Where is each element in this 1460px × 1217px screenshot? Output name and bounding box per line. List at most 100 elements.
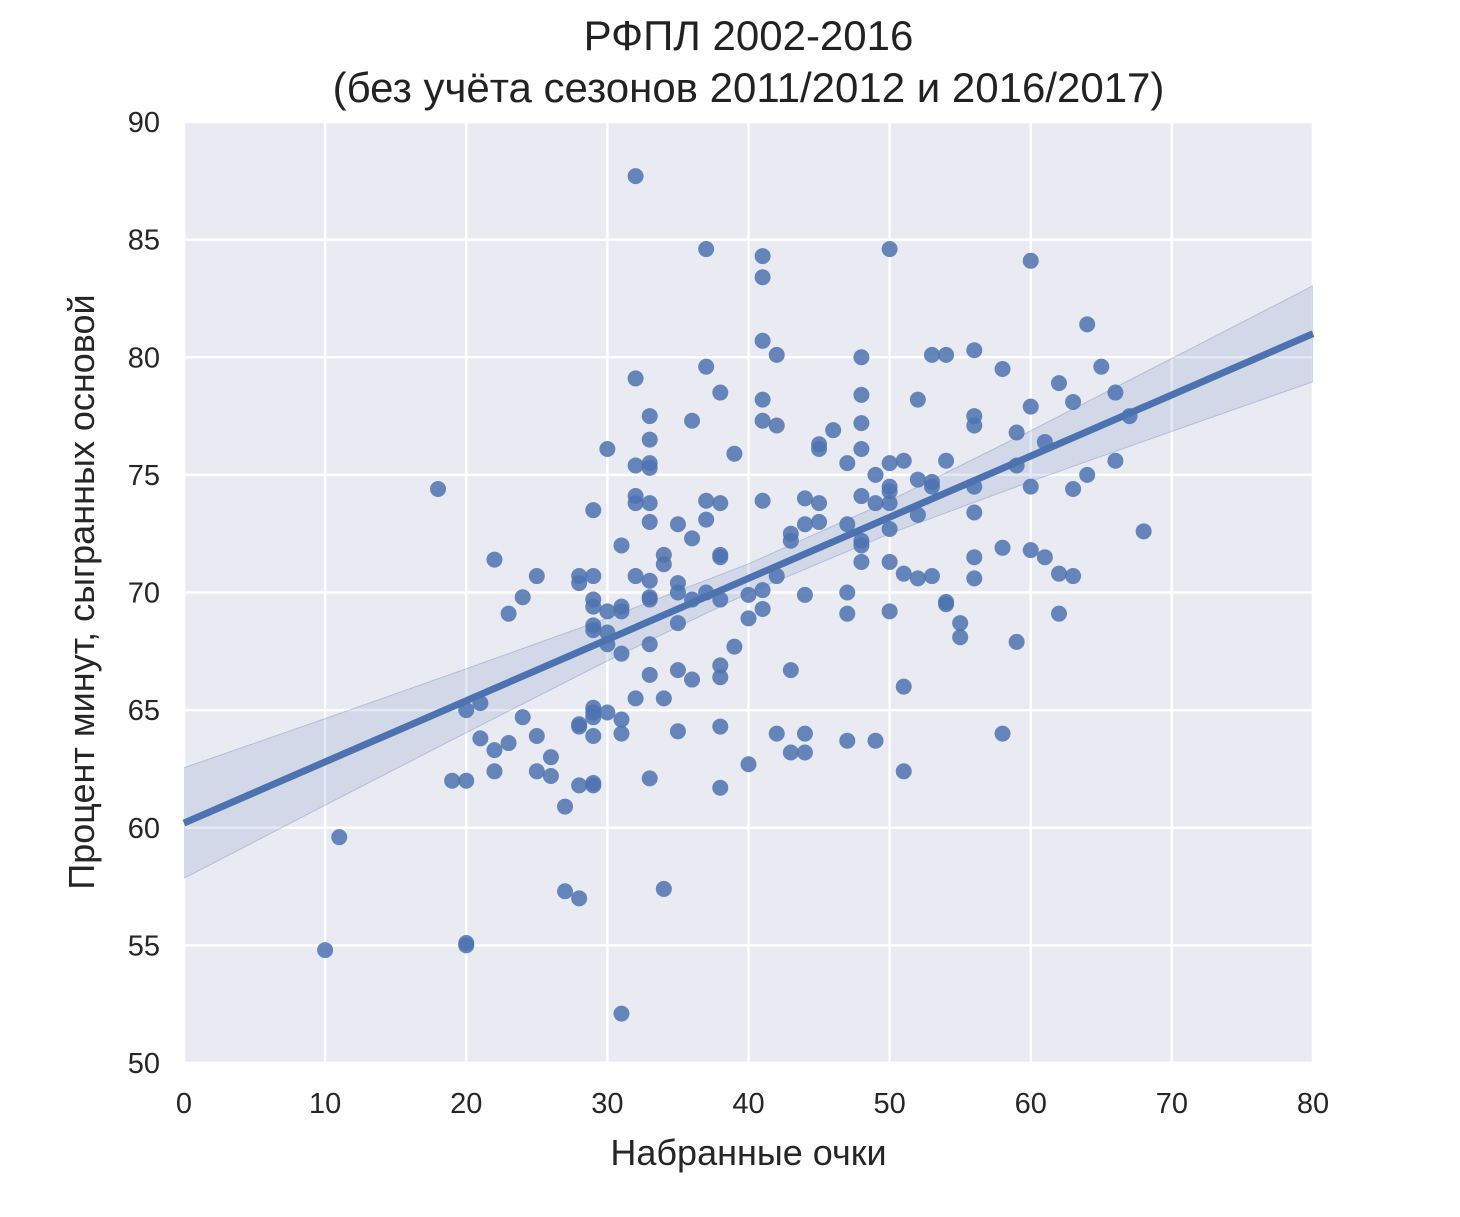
data-point	[585, 622, 602, 639]
data-point	[1008, 633, 1025, 650]
data-point	[853, 415, 870, 432]
data-point	[655, 880, 672, 897]
y-axis-label: Процент минут, сыгранных основой	[61, 294, 102, 890]
data-point	[754, 412, 771, 429]
data-point	[881, 520, 898, 537]
data-point	[500, 735, 517, 752]
data-point	[881, 553, 898, 570]
x-tick-label: 60	[1015, 1088, 1047, 1120]
data-point	[839, 516, 856, 533]
data-point	[669, 584, 686, 601]
data-point	[641, 513, 658, 530]
data-point	[486, 551, 503, 568]
data-point	[994, 725, 1011, 742]
data-point	[881, 603, 898, 620]
data-point	[684, 671, 701, 688]
data-point	[881, 241, 898, 258]
y-tick-label: 75	[128, 460, 160, 492]
data-point	[655, 556, 672, 573]
data-point	[641, 591, 658, 608]
data-point	[754, 332, 771, 349]
data-point	[641, 495, 658, 512]
data-point	[938, 452, 955, 469]
data-point	[698, 358, 715, 375]
data-point	[528, 568, 545, 585]
y-tick-label: 80	[128, 342, 160, 374]
data-point	[754, 248, 771, 265]
data-point	[853, 488, 870, 505]
data-point	[712, 495, 729, 512]
data-point	[1107, 452, 1124, 469]
x-axis-label: Набранные очки	[610, 1132, 887, 1173]
data-point	[669, 723, 686, 740]
data-point	[825, 422, 842, 439]
x-tick-label: 10	[309, 1088, 341, 1120]
data-point	[726, 445, 743, 462]
data-point	[1107, 384, 1124, 401]
data-point	[895, 565, 912, 582]
data-point	[712, 718, 729, 735]
data-point	[811, 495, 828, 512]
data-point	[853, 386, 870, 403]
data-point	[923, 346, 940, 363]
data-point	[768, 346, 785, 363]
data-point	[712, 384, 729, 401]
x-tick-label: 0	[176, 1088, 192, 1120]
data-point	[585, 777, 602, 794]
data-point	[627, 495, 644, 512]
data-point	[881, 495, 898, 512]
data-point	[571, 718, 588, 735]
data-point	[571, 777, 588, 794]
data-point	[641, 666, 658, 683]
data-point	[585, 728, 602, 745]
data-point	[938, 346, 955, 363]
data-point	[712, 779, 729, 796]
x-tick-label: 40	[732, 1088, 764, 1120]
data-point	[684, 412, 701, 429]
data-point	[811, 440, 828, 457]
data-point	[796, 490, 813, 507]
y-tick-label: 65	[128, 695, 160, 727]
data-point	[641, 636, 658, 653]
data-point	[895, 452, 912, 469]
data-point	[923, 478, 940, 495]
data-point	[895, 678, 912, 695]
data-point	[796, 586, 813, 603]
data-point	[641, 431, 658, 448]
data-point	[839, 584, 856, 601]
data-point	[514, 709, 531, 726]
data-point	[1050, 605, 1067, 622]
data-point	[599, 440, 616, 457]
data-point	[1022, 478, 1039, 495]
data-point	[1022, 252, 1039, 269]
data-point	[909, 391, 926, 408]
data-point	[782, 744, 799, 761]
data-point	[669, 615, 686, 632]
data-point	[867, 732, 884, 749]
data-point	[613, 537, 630, 554]
data-point	[698, 241, 715, 258]
data-point	[486, 763, 503, 780]
data-point	[1022, 398, 1039, 415]
data-point	[754, 269, 771, 286]
data-point	[754, 492, 771, 509]
data-point	[754, 600, 771, 617]
data-point	[1093, 358, 1110, 375]
data-point	[1135, 523, 1152, 540]
data-point	[627, 370, 644, 387]
y-tick-label: 90	[128, 107, 160, 139]
data-point	[571, 575, 588, 592]
data-point	[994, 361, 1011, 378]
chart-subtitle: (без учёта сезонов 2011/2012 и 2016/2017…	[332, 64, 1165, 111]
data-point	[909, 570, 926, 587]
data-point	[655, 690, 672, 707]
data-point	[698, 492, 715, 509]
data-point	[684, 530, 701, 547]
data-point	[613, 645, 630, 662]
data-point	[500, 605, 517, 622]
data-point	[698, 511, 715, 528]
data-point	[613, 711, 630, 728]
data-point	[1008, 424, 1025, 441]
data-point	[1065, 480, 1082, 497]
data-point	[726, 638, 743, 655]
